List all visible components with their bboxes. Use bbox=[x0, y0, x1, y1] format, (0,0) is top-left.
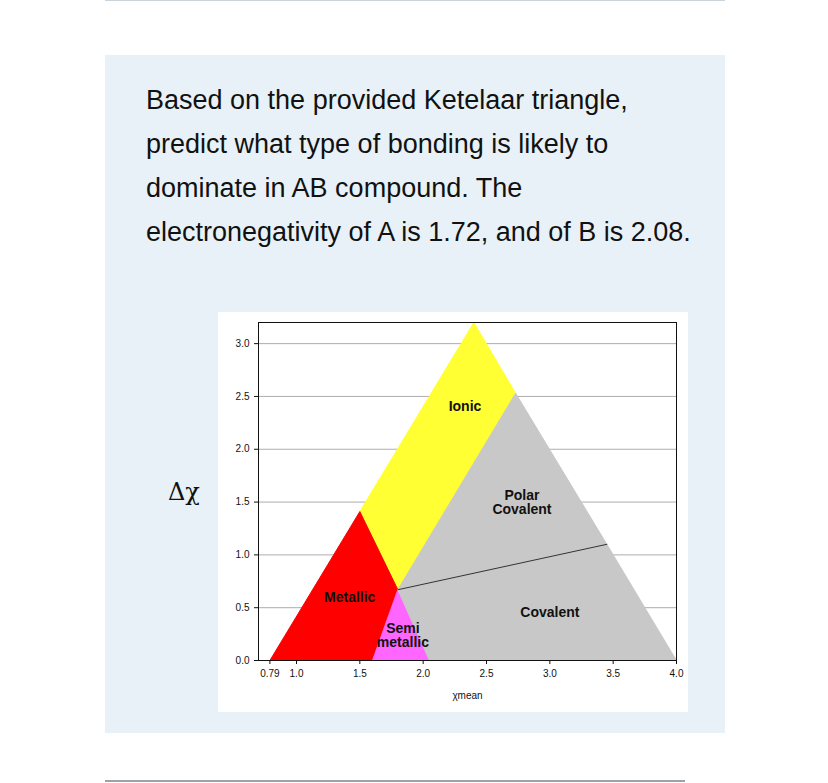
svg-text:2.5: 2.5 bbox=[480, 668, 494, 679]
svg-text:2.5: 2.5 bbox=[236, 391, 250, 402]
svg-text:2.0: 2.0 bbox=[416, 668, 430, 679]
svg-text:3.0: 3.0 bbox=[236, 338, 250, 349]
svg-text:Semimetallic: Semimetallic bbox=[377, 620, 429, 650]
html-text:Based on the provided Ketelaar: Based on the provided Ketelaar triangle,… bbox=[146, 85, 691, 247]
svg-text:0.5: 0.5 bbox=[236, 602, 250, 613]
svg-text:3.0: 3.0 bbox=[543, 668, 557, 679]
svg-text:1.0: 1.0 bbox=[290, 668, 304, 679]
svg-text:χmean: χmean bbox=[452, 690, 482, 701]
svg-text:Ionic: Ionic bbox=[449, 398, 482, 414]
svg-text:1.5: 1.5 bbox=[236, 496, 250, 507]
html-text:Δχ: Δχ bbox=[168, 478, 200, 506]
svg-text:Metallic: Metallic bbox=[324, 589, 376, 605]
svg-text:4.0: 4.0 bbox=[670, 668, 684, 679]
svg-text:PolarCovalent: PolarCovalent bbox=[492, 487, 551, 517]
svg-text:3.5: 3.5 bbox=[606, 668, 620, 679]
svg-text:1.5: 1.5 bbox=[353, 668, 367, 679]
svg-text:0.79: 0.79 bbox=[260, 668, 280, 679]
svg-text:Covalent: Covalent bbox=[520, 604, 579, 620]
svg-text:2.0: 2.0 bbox=[236, 443, 250, 454]
svg-text:0.0: 0.0 bbox=[236, 655, 250, 666]
svg-text:1.0: 1.0 bbox=[236, 549, 250, 560]
